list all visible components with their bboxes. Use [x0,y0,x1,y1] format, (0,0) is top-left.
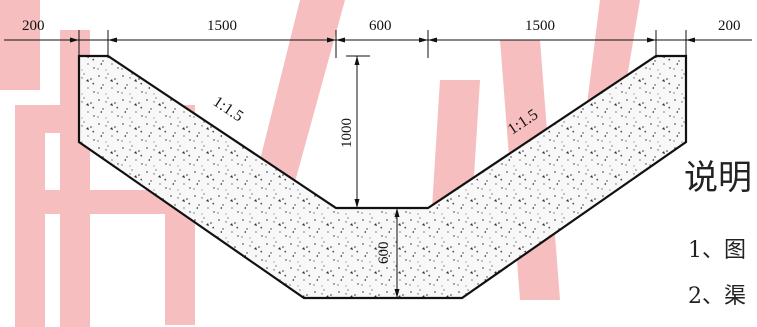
dim-left-slope-width: 1500 [207,18,237,34]
notes-title: 说明 [684,158,752,198]
dim-right-berm: 200 [718,18,741,34]
dim-channel-depth: 1000 [339,118,355,148]
dim-lining-thickness: 600 [376,242,392,265]
depth-dimension [346,55,370,208]
slope-label-left: 1:1.5 [210,93,246,125]
notes-item-1: 1、图 [688,238,746,263]
depth-dimension-arrows [354,56,360,208]
dim-right-slope-width: 1500 [525,18,555,34]
thickness-dimension-arrows [394,208,400,298]
dim-bottom-width: 600 [369,18,392,34]
dim-left-berm: 200 [22,18,45,34]
top-dimension-arrows [70,37,695,43]
notes-item-2: 2、渠 [688,284,746,309]
top-dimension-chain [4,30,752,58]
